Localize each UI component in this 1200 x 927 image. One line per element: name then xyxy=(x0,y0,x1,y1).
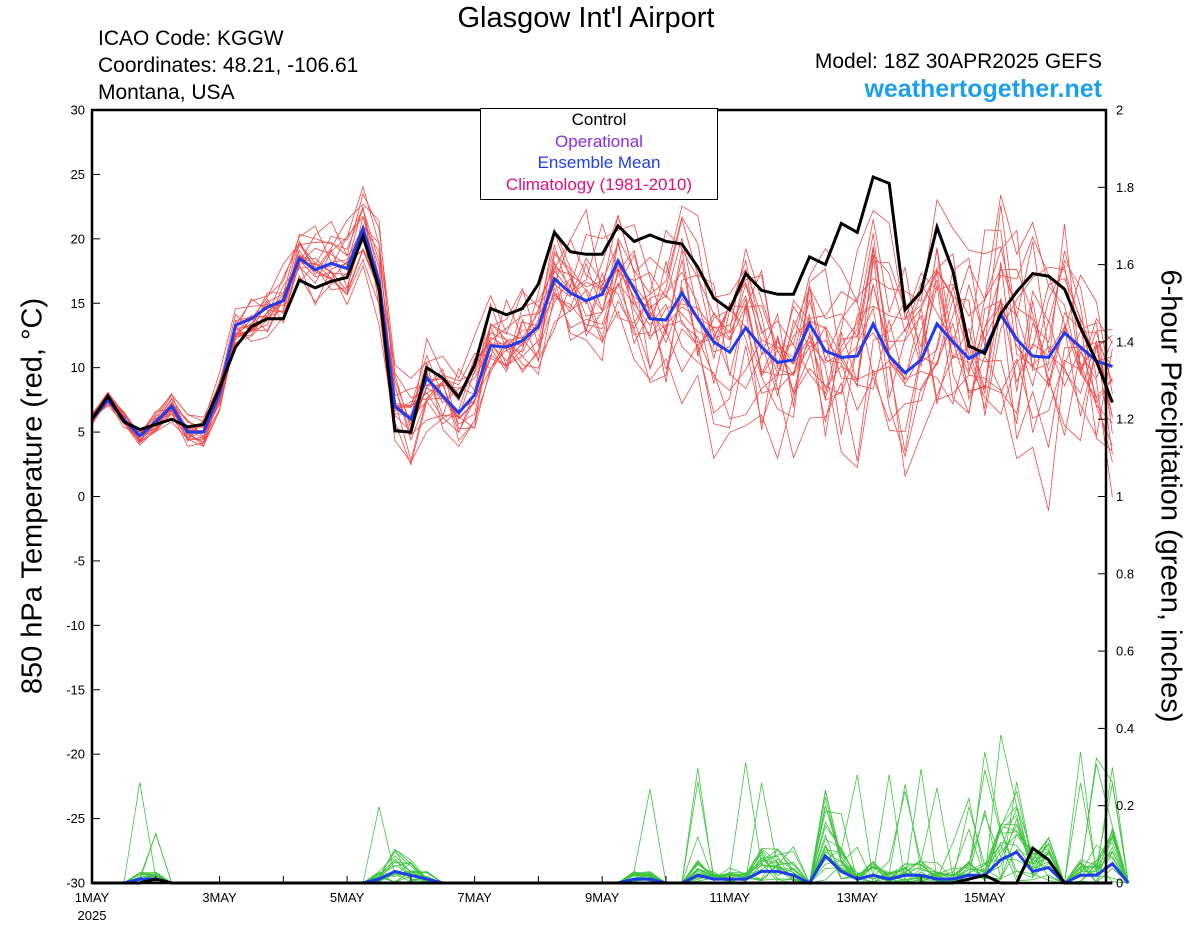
y-right-tick-label: 1.2 xyxy=(1116,412,1134,427)
coordinates: Coordinates: 48.21, -106.61 xyxy=(98,54,359,77)
y-left-tick-label: 0 xyxy=(78,489,85,504)
temperature-member-6 xyxy=(91,228,1113,447)
y-right-tick-label: 1.8 xyxy=(1116,180,1134,195)
temperature-member-14 xyxy=(91,194,1113,441)
plot-frame xyxy=(90,108,1108,885)
precip-member-8 xyxy=(92,788,1129,884)
y-right-tick-label: 0.2 xyxy=(1116,798,1134,813)
temperature-member-9 xyxy=(91,185,1113,433)
control-temp-line xyxy=(90,174,1114,434)
temperature-member-20 xyxy=(91,198,1113,462)
x-tick-label: 13MAY xyxy=(836,890,878,905)
y-left-tick-label: 5 xyxy=(78,425,85,440)
y-left-tick-label: -10 xyxy=(66,618,85,633)
y-right-tick-label: 0 xyxy=(1116,876,1123,891)
temperature-member-18 xyxy=(91,209,1113,511)
chart-title: Glasgow Int'l Airport xyxy=(457,2,715,34)
model-run: Model: 18Z 30APR2025 GEFS xyxy=(814,50,1102,73)
y-axis-label-right: 6-hour Precipitation (green, inches) xyxy=(1154,269,1187,723)
y-right-tick-label: 1.6 xyxy=(1116,257,1134,272)
y-left-tick-label: 30 xyxy=(71,103,85,118)
temperature-member-3 xyxy=(91,218,1113,467)
y-left-tick-label: 15 xyxy=(71,296,85,311)
y-left-tick-label: 25 xyxy=(71,167,85,182)
y-left-tick-label: -25 xyxy=(66,811,85,826)
x-tick-label: 15MAY xyxy=(964,890,1006,905)
temperature-member-16 xyxy=(91,206,1113,477)
y-right-tick-label: 0.6 xyxy=(1116,644,1134,659)
precip-member-lines xyxy=(92,734,1129,885)
temperature-member-15 xyxy=(91,214,1113,448)
y-axis-label-left: 850 hPa Temperature (red, °C) xyxy=(16,297,49,695)
y-right-tick-label: 0.8 xyxy=(1116,566,1134,581)
y-left-tick-label: -15 xyxy=(66,682,85,697)
legend-item-operational: Operational xyxy=(555,131,643,151)
y-left-tick-label: 10 xyxy=(71,360,85,375)
legend: Control Operational Ensemble Mean Climat… xyxy=(480,108,718,200)
x-tick-label: 1MAY xyxy=(75,890,110,905)
temperature-member-11 xyxy=(91,224,1113,452)
precip-member-9 xyxy=(92,734,1129,884)
x-tick-label: 9MAY xyxy=(585,890,620,905)
ensemble-mean-temp-line xyxy=(90,223,1113,438)
y-left-tick-label: -20 xyxy=(66,747,85,762)
region: Montana, USA xyxy=(98,81,235,104)
icao-code: ICAO Code: KGGW xyxy=(98,27,284,50)
y-right-tick-label: 2 xyxy=(1116,103,1123,118)
legend-item-control: Control xyxy=(571,110,627,129)
y-left-tick-label: -5 xyxy=(73,553,85,568)
x-tick-year-label: 2025 xyxy=(78,908,107,923)
brand-link[interactable]: weathertogether.net xyxy=(864,75,1102,103)
x-tick-label: 3MAY xyxy=(202,890,237,905)
precip-member-4 xyxy=(92,762,1129,884)
x-tick-label: 7MAY xyxy=(457,890,492,905)
legend-item-climatology: Climatology (1981-2010) xyxy=(505,174,693,194)
x-tick-label: 5MAY xyxy=(330,890,365,905)
temperature-member-12 xyxy=(91,225,1113,455)
precip-member-19 xyxy=(92,790,1129,884)
legend-item-ensemble-mean: Ensemble Mean xyxy=(537,153,661,172)
y-right-tick-label: 1.4 xyxy=(1116,334,1134,349)
x-tick-label: 11MAY xyxy=(709,890,750,905)
y-left-tick-label: -30 xyxy=(66,876,85,891)
axis-ticks: 302520151050-5-10-15-20-25-3021.81.61.41… xyxy=(66,103,1134,924)
main-series-lines xyxy=(90,174,1130,885)
y-right-tick-label: 1 xyxy=(1116,489,1123,504)
precip-member-5 xyxy=(92,787,1129,885)
y-left-tick-label: 20 xyxy=(71,231,85,246)
temperature-member-lines xyxy=(91,185,1113,511)
y-right-tick-label: 0.4 xyxy=(1116,721,1134,736)
